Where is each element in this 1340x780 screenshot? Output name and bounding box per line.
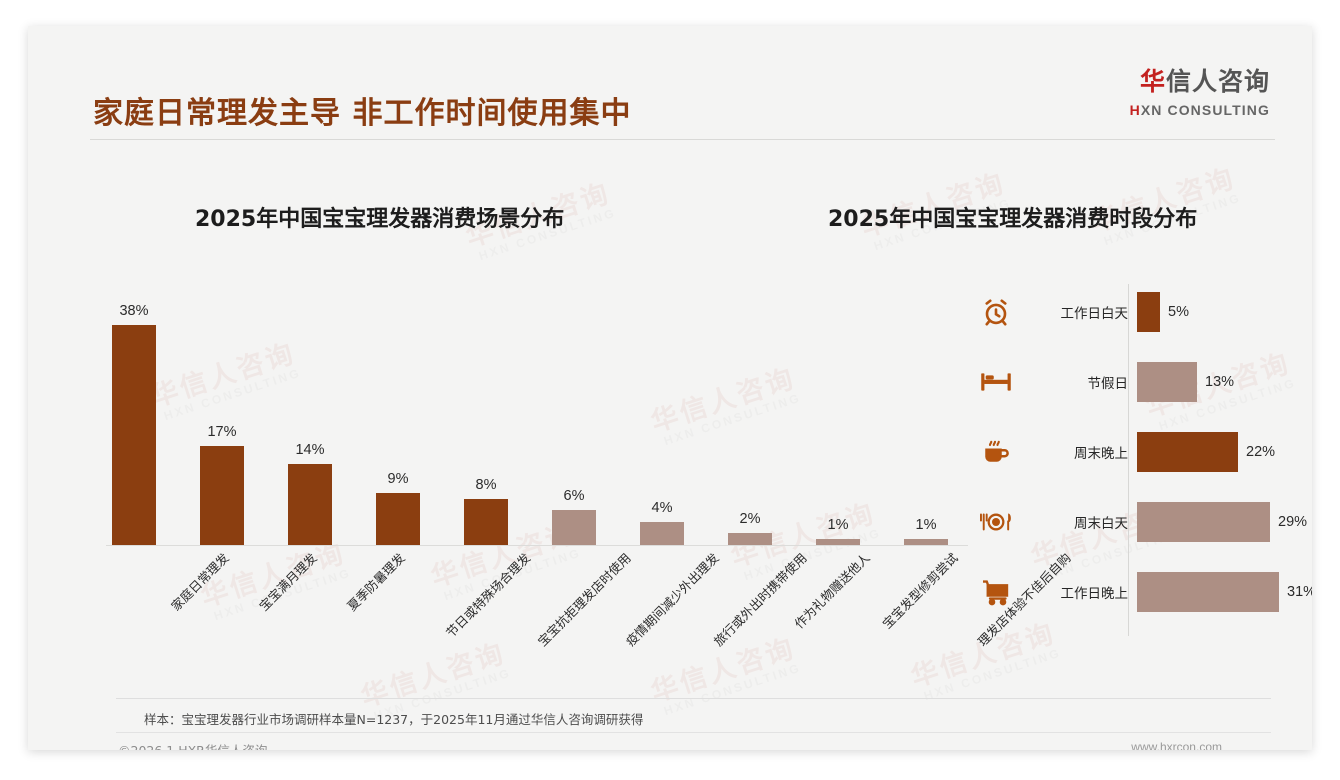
category-label: 宝宝抗拒理发店时使用	[534, 550, 634, 650]
alarm-clock-icon	[973, 292, 1019, 332]
chart-title-scene: 2025年中国宝宝理发器消费场景分布	[195, 207, 565, 232]
bar-column[interactable]: 8%	[464, 477, 508, 545]
bar-category-label: 工作日晚上	[1060, 586, 1129, 602]
bar-value-label: 9%	[387, 471, 409, 487]
bar-value-label: 38%	[119, 303, 149, 319]
bar-value-label: 29%	[1278, 514, 1308, 530]
bar-rect	[1137, 292, 1160, 332]
bar-track: 29%	[1137, 500, 1312, 544]
bar-category-label: 节假日	[1087, 376, 1129, 392]
bar-column[interactable]: 4%	[640, 500, 684, 545]
bar-rect	[816, 539, 860, 545]
bar-rect	[1137, 432, 1238, 472]
bar-rect	[200, 446, 244, 545]
logo-cn-accent: 华	[1139, 67, 1166, 96]
bar-column[interactable]: 14%	[288, 442, 332, 545]
bar-value-label: 1%	[827, 517, 849, 533]
bar-column[interactable]: 1%	[904, 517, 948, 545]
logo-en-rest: XN CONSULTING	[1140, 102, 1270, 118]
shopping-cart-icon	[973, 572, 1019, 612]
bar-column[interactable]: 38%	[112, 303, 156, 545]
bar-column[interactable]: 6%	[552, 488, 596, 545]
chart-baseline	[106, 545, 968, 546]
scene-category-labels: 家庭日常理发 宝宝满月理发 夏季防暑理发 节日或特殊场合理发 宝宝抗拒理发店时使用 疫情期…	[88, 546, 1074, 686]
bar-track: 22%	[1137, 430, 1312, 474]
bar-rect	[288, 464, 332, 545]
bar-value-label: 17%	[207, 424, 237, 440]
logo-english: HXN CONSULTING	[1130, 102, 1270, 118]
logo-chinese: 华信人咨询	[1130, 62, 1270, 98]
page-title: 家庭日常理发主导 非工作时间使用集中	[93, 96, 632, 131]
bar-row[interactable]: 节假日 13%	[973, 360, 1312, 404]
category-label: 宝宝发型修剪尝试	[879, 550, 961, 632]
bar-rect	[1137, 362, 1197, 402]
bar-value-label: 14%	[295, 442, 325, 458]
bar-rect	[376, 493, 420, 545]
bar-value-label: 6%	[563, 488, 585, 504]
category-label: 家庭日常理发	[168, 550, 232, 614]
logo-cn-rest: 信人咨询	[1165, 67, 1270, 96]
bar-value-label: 8%	[475, 477, 497, 493]
bar-rect	[112, 325, 156, 545]
logo-en-accent: H	[1129, 102, 1141, 118]
category-label: 疫情期间减少外出理发	[622, 550, 722, 650]
bed-icon	[973, 362, 1019, 402]
chart-axis-line	[1128, 284, 1129, 636]
bar-rect	[904, 539, 948, 545]
bar-column[interactable]: 1%	[816, 517, 860, 545]
bar-column[interactable]: 17%	[200, 424, 244, 545]
note-divider	[116, 698, 1271, 699]
bar-value-label: 13%	[1205, 374, 1235, 390]
bar-row[interactable]: 工作日白天 5%	[973, 290, 1312, 334]
coffee-cup-icon	[973, 432, 1019, 472]
bar-row[interactable]: 周末晚上 22%	[973, 430, 1312, 474]
bar-rect	[1137, 502, 1270, 542]
bar-category-label: 周末晚上	[1074, 446, 1128, 462]
bar-rect	[728, 533, 772, 545]
copyright-text: ©2026.1 HXR华信人咨询	[118, 740, 267, 750]
website-link[interactable]: www.hxrcon.com	[1131, 740, 1222, 750]
scene-distribution-chart: 38% 17% 14% 9% 8% 6% 4% 2% 1% 1%	[88, 271, 968, 546]
bar-rect	[464, 499, 508, 545]
category-label: 旅行或外出时携带使用	[710, 550, 810, 650]
slide-card: 华信人咨询 HXN CONSULTING 华信人咨询 HXN CONSULTING 华信…	[28, 26, 1312, 750]
category-label: 节日或特殊场合理发	[443, 550, 534, 641]
category-label: 夏季防暑理发	[344, 550, 408, 614]
bar-value-label: 1%	[915, 517, 937, 533]
plate-cutlery-icon	[973, 502, 1019, 542]
title-divider	[90, 139, 1275, 140]
slide-header: 家庭日常理发主导 非工作时间使用集中 华信人咨询 HXN CONSULTING	[28, 26, 1312, 140]
bar-row[interactable]: 周末白天 29%	[973, 500, 1312, 544]
source-note: 样本：宝宝理发器行业市场调研样本量N=1237，于2025年11月通过华信人咨询…	[144, 712, 644, 727]
bar-track: 5%	[1137, 290, 1312, 334]
bar-value-label: 22%	[1246, 444, 1276, 460]
bar-rect	[552, 510, 596, 545]
bar-value-label: 4%	[651, 500, 673, 516]
bar-track: 31%	[1137, 570, 1312, 614]
category-label: 宝宝满月理发	[256, 550, 320, 614]
bar-track: 13%	[1137, 360, 1312, 404]
bar-category-label: 工作日白天	[1060, 306, 1129, 322]
timeslot-distribution-chart: 工作日白天 5% 节假日 13% 周末晚上 22% 周末白天 29% 工作日晚上 31%	[973, 284, 1312, 636]
footer-divider	[116, 732, 1271, 733]
bar-category-label: 周末白天	[1074, 516, 1128, 532]
bar-value-label: 31%	[1287, 584, 1312, 600]
bar-rect	[640, 522, 684, 545]
brand-logo: 华信人咨询 HXN CONSULTING	[1130, 62, 1270, 118]
bar-row[interactable]: 工作日晚上 31%	[973, 570, 1312, 614]
bar-value-label: 5%	[1168, 304, 1189, 320]
bar-column[interactable]: 9%	[376, 471, 420, 545]
bar-value-label: 2%	[739, 511, 761, 527]
chart-title-timeslot: 2025年中国宝宝理发器消费时段分布	[828, 207, 1198, 232]
bar-column[interactable]: 2%	[728, 511, 772, 545]
bar-rect	[1137, 572, 1279, 612]
